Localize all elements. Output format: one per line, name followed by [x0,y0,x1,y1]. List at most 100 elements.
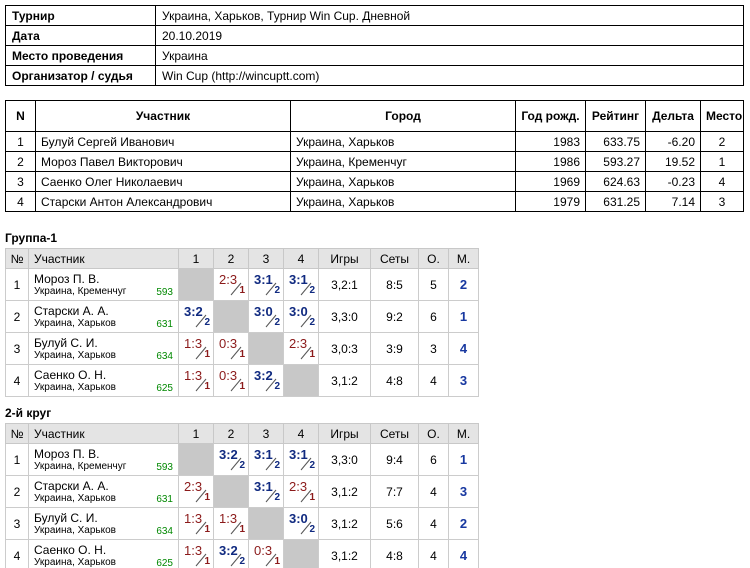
header-cell: Участник [35,100,291,132]
participant-cell: -6.20 [645,131,701,152]
group-row: 1 Мороз П. В. Украина, Кременчуг 593 2:3 1 3:1… [5,268,479,301]
match-points: 2 [274,317,280,328]
header-cell: № [5,423,29,444]
player-name: Саенко О. Н. [34,542,107,557]
player-city: Украина, Кременчуг [34,285,127,297]
header-cell: Дельта [645,100,701,132]
info-value: Украина [155,45,744,66]
header-row: N Участник Город Год рожд. Рейтинг Дельта Мест… [5,100,744,132]
info-row: Место проведения Украина [5,45,744,66]
participant-cell: 1 [5,131,36,152]
points: 3 [418,332,449,365]
player-name: Саенко О. Н. [34,367,107,382]
match-points: 2 [274,460,280,471]
match-score: 1:3 1 [179,508,213,536]
match-score: 2:3 1 [284,476,318,504]
match-cell: 1:3 1 [178,539,214,568]
match-points: 1 [239,524,245,535]
sets: 5:6 [370,507,419,540]
participant-cell: 631.25 [585,191,646,212]
match-points: 1 [204,381,210,392]
participant-cell: Украина, Кременчуг [290,151,516,172]
match-points: 2 [274,381,280,392]
points: 4 [418,539,449,568]
slash [300,314,312,328]
slash [300,282,312,296]
player-rating: 634 [156,351,173,362]
info-table: Турнир Украина, Харьков, Турнир Win Cup. … [5,5,744,86]
slash [300,346,312,360]
sets: 9:4 [370,443,419,476]
match-points: 2 [239,556,245,567]
participant-cell: 19.52 [645,151,701,172]
match-cell [178,443,214,476]
player-name: Булуй С. И. [34,335,98,350]
slash [195,489,207,503]
slash [300,457,312,471]
slash [265,489,277,503]
header-cell: О. [418,248,449,269]
participant-cell: 1979 [515,191,586,212]
match-points: 1 [309,492,315,503]
player-city: Украина, Харьков [34,317,116,329]
games: 3,2:1 [318,268,371,301]
games: 3,1:2 [318,539,371,568]
header-cell: 4 [283,248,319,269]
group-row: 2 Старски А. А. Украина, Харьков 631 2:3 1 3:1… [5,475,479,508]
row-number: 1 [5,268,29,301]
score: 3:1 [289,447,308,462]
group-row: 3 Булуй С. И. Украина, Харьков 634 1:3 1 0:3 1 2… [5,332,479,365]
score: 1:3 [184,336,203,351]
player-city: Украина, Харьков [34,381,116,393]
group-table: № Участник 1 2 3 4 Игры Сеты О. М. 1 Мороз П. В. Укр… [5,248,479,397]
match-score: 1:3 1 [179,333,213,361]
player: Саенко О. Н. Украина, Харьков 625 [28,364,179,397]
score: 0:3 [254,543,273,558]
games: 3,3:0 [318,300,371,333]
row-number: 3 [5,332,29,365]
slash [230,282,242,296]
sets: 4:8 [370,539,419,568]
score: 1:3 [184,511,203,526]
header-cell: Игры [318,423,371,444]
match-points: 1 [204,524,210,535]
participant-cell: 1 [700,151,744,172]
match-cell [213,300,249,333]
match-cell: 3:2 2 [213,539,249,568]
match-cell: 0:3 1 [213,332,249,365]
group-row: 2 Старски А. А. Украина, Харьков 631 3:2 2 3:0… [5,300,479,333]
place: 2 [448,268,479,301]
participant-cell: 633.75 [585,131,646,152]
match-cell: 0:3 1 [248,539,284,568]
info-label: Дата [5,25,156,46]
match-score: 1:3 1 [179,365,213,393]
header-cell: 2 [213,248,249,269]
header-cell: Сеты [370,248,419,269]
player-rating: 625 [156,383,173,394]
match-score: 3:2 2 [249,365,283,393]
match-cell [248,332,284,365]
slash [230,521,242,535]
slash [195,346,207,360]
group-row: 1 Мороз П. В. Украина, Кременчуг 593 3:2 2 3:1… [5,443,479,476]
score: 3:1 [254,272,273,287]
participant-cell: 7.14 [645,191,701,212]
match-cell [213,475,249,508]
match-cell: 3:1 2 [283,268,319,301]
header-cell: Игры [318,248,371,269]
info-row: Организатор / судья Win Cup (http://wincu… [5,65,744,86]
match-points: 1 [239,349,245,360]
match-cell: 1:3 1 [213,507,249,540]
slash [195,378,207,392]
tbody: 1 Мороз П. В. Украина, Кременчуг 593 2:3 1 3:1… [5,268,479,397]
match-points: 2 [274,492,280,503]
place: 4 [448,332,479,365]
header-cell: О. [418,423,449,444]
games: 3,1:2 [318,507,371,540]
participant-cell: 2 [5,151,36,172]
score: 3:0 [289,304,308,319]
participant-cell: Украина, Харьков [290,171,516,192]
info-value: Украина, Харьков, Турнир Win Cup. Дневно… [155,5,744,26]
group-row: 4 Саенко О. Н. Украина, Харьков 625 1:3 1 0:3 1… [5,364,479,397]
tbody: 1 Булуй Сергей Иванович Украина, Харьков 19… [5,131,744,212]
